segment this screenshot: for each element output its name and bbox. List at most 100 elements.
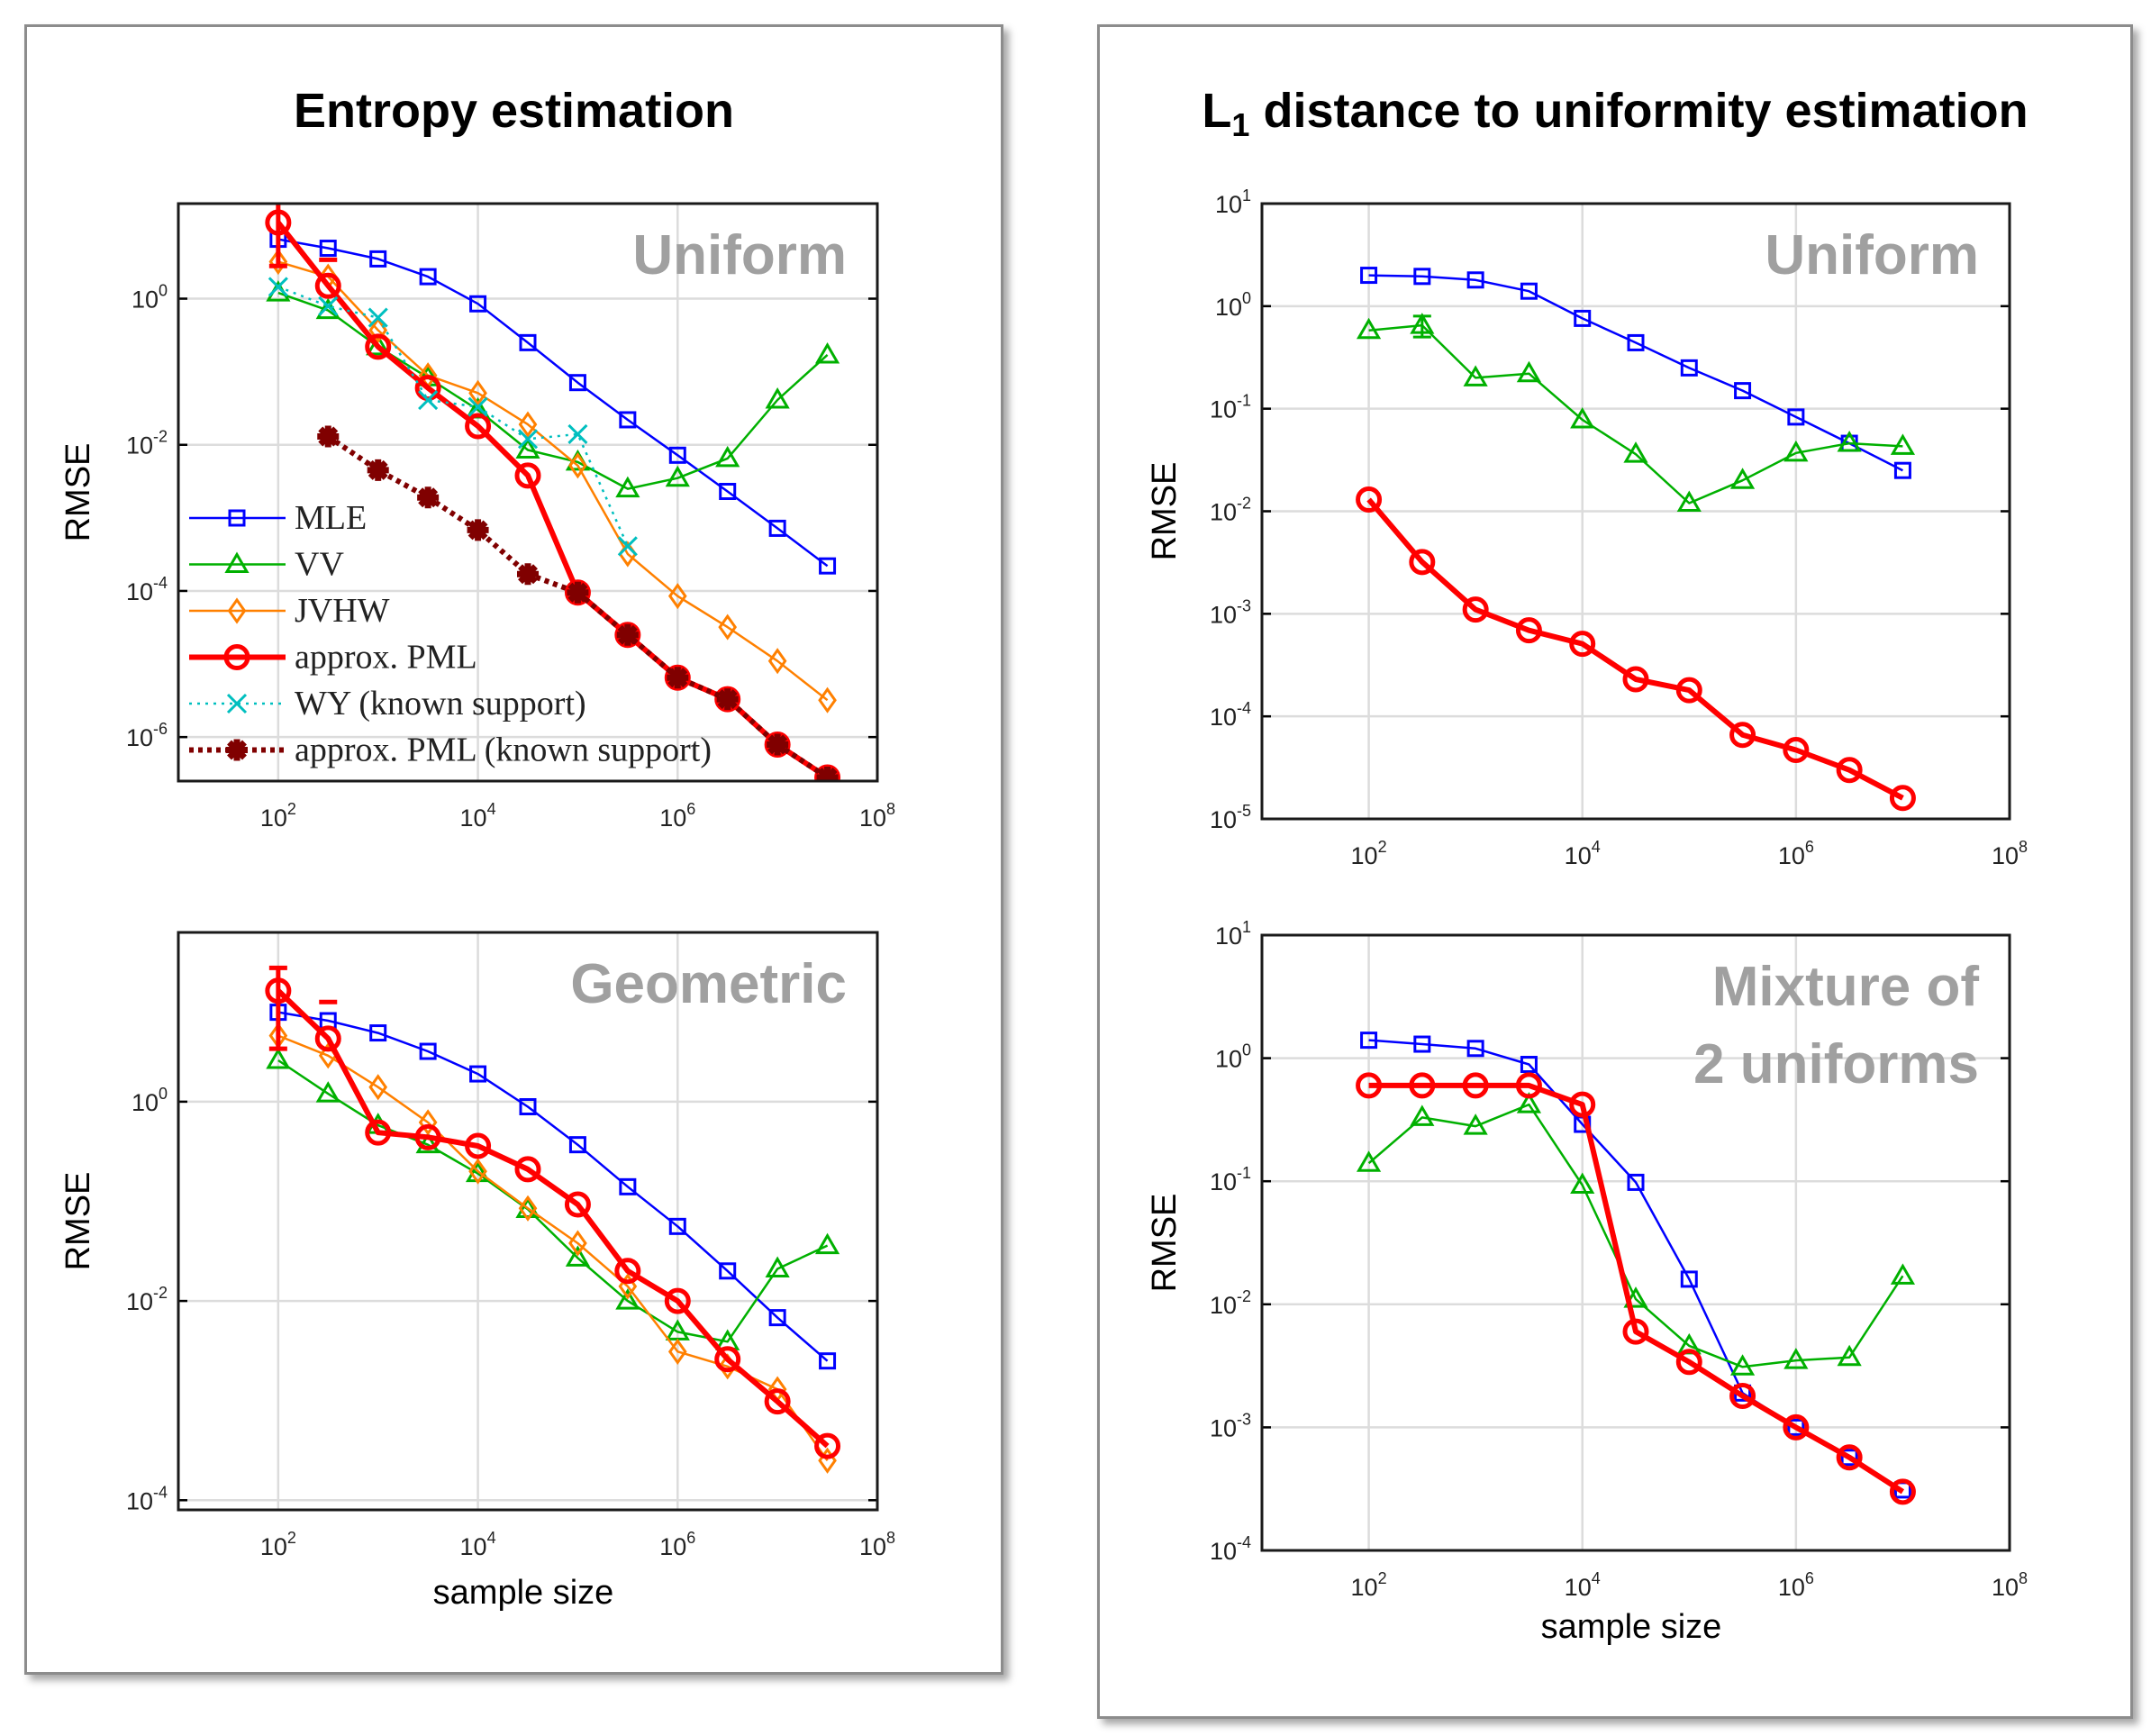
x-stroke — [226, 693, 248, 714]
series-mle — [269, 1004, 837, 1370]
asterisk-stroke — [816, 767, 839, 781]
series-line — [1367, 1103, 1904, 1368]
tick-base: 10 — [1215, 1046, 1242, 1073]
x-tick-label: 108 — [1992, 838, 2028, 869]
data-point-circle — [1462, 1072, 1489, 1099]
data-point-diamond — [418, 1109, 438, 1136]
data-point-square — [719, 483, 737, 501]
data-point-diamond — [568, 1230, 587, 1257]
data-point-diamond — [818, 686, 837, 713]
x-tick-label: 108 — [859, 1529, 895, 1560]
tick-base: 10 — [260, 804, 287, 832]
data-point-square — [1466, 271, 1484, 289]
y-tick-label: 10-2 — [126, 428, 168, 459]
tick-base: 10 — [859, 1533, 886, 1560]
data-point-square — [1787, 1418, 1805, 1436]
data-point-triangle — [1729, 1354, 1756, 1376]
series-layer — [1356, 267, 1916, 812]
x-tick-label: 106 — [1778, 1569, 1814, 1601]
asterisk-stroke — [517, 563, 539, 586]
legend-entry: MLE — [189, 499, 367, 537]
x-tick-label: 104 — [1565, 838, 1601, 869]
data-point-square — [1680, 1270, 1698, 1288]
legend-marker-asterisk — [226, 739, 248, 761]
data-point-circle — [1889, 785, 1916, 812]
series-line — [1368, 1082, 1905, 1495]
data-point-circle — [314, 272, 341, 299]
series-line — [1368, 274, 1903, 472]
data-point-square — [1627, 1173, 1645, 1191]
data-point-circle — [1729, 1383, 1756, 1410]
data-point-diamond — [568, 452, 587, 479]
plot-annotation: 2 uniforms — [1693, 1033, 1979, 1095]
data-point-x — [517, 429, 539, 450]
tick-base: 10 — [659, 804, 686, 832]
x-tick-label: 104 — [460, 800, 496, 832]
x-stroke — [418, 389, 439, 411]
data-point-x — [318, 295, 339, 316]
y-tick-label: 10-4 — [1210, 699, 1251, 731]
data-point-triangle — [1837, 431, 1862, 452]
data-point-x — [268, 277, 288, 297]
tick-exponent: 2 — [1378, 838, 1387, 856]
series-approx-pml — [265, 965, 841, 1459]
data-point-circle — [564, 1191, 591, 1218]
x-tick-label: 102 — [1351, 838, 1387, 869]
data-point-diamond — [667, 1338, 687, 1365]
data-point-diamond — [667, 583, 687, 610]
asterisk-stroke — [567, 581, 589, 604]
data-point-circle — [414, 1123, 441, 1150]
data-point-square — [1574, 309, 1592, 327]
tick-base: 10 — [1778, 842, 1805, 869]
tick-exponent: 4 — [487, 800, 496, 818]
data-point-square — [369, 1024, 387, 1042]
tick-exponent: 6 — [1805, 1569, 1814, 1587]
data-point-triangle — [1783, 440, 1809, 462]
series-approx-pml — [1356, 1072, 1916, 1505]
data-point-square — [319, 240, 337, 258]
data-point-square — [668, 446, 686, 464]
data-point-square — [1360, 1032, 1378, 1050]
y-axis-label: RMSE — [59, 443, 97, 542]
x-tick-label: 102 — [1351, 1569, 1387, 1601]
tick-exponent: -4 — [153, 1483, 168, 1501]
data-point-square — [819, 1352, 837, 1370]
data-point-triangle — [1676, 490, 1702, 512]
y-tick-label: 100 — [132, 1085, 168, 1116]
series-wy-known-support — [268, 277, 638, 557]
data-point-triangle — [615, 1288, 640, 1310]
tick-exponent: -3 — [1237, 596, 1251, 614]
data-point-triangle — [1783, 1348, 1809, 1369]
plot-annotation: Uniform — [1765, 224, 1979, 286]
series-jvhw — [268, 248, 837, 713]
data-point-triangle — [715, 445, 740, 468]
tick-exponent: 0 — [159, 282, 168, 300]
plot-area — [1262, 935, 2010, 1550]
series-vv — [1356, 313, 1916, 512]
legend-label: approx. PML (known support) — [295, 732, 712, 769]
x-stroke — [268, 277, 288, 297]
tick-base: 10 — [1210, 704, 1237, 731]
y-tick-label: 10-2 — [1210, 495, 1251, 526]
data-point-circle — [314, 1025, 341, 1052]
tick-base: 10 — [1565, 842, 1592, 869]
title-subscript: 1 — [1231, 106, 1250, 143]
title-main: L — [1202, 84, 1232, 138]
series-mle — [269, 231, 837, 575]
legend-label: approx. PML — [295, 639, 477, 677]
data-point-square — [619, 411, 637, 429]
legend-entry: JVHW — [189, 592, 390, 630]
x-stroke — [318, 295, 339, 316]
data-point-x — [617, 536, 638, 557]
tick-base: 10 — [126, 1487, 153, 1514]
y-tick-label: 10-3 — [1210, 596, 1251, 628]
data-point-circle — [1836, 757, 1863, 784]
data-point-x — [567, 423, 588, 444]
title-rest: distance to uniformity estimation — [1249, 84, 2028, 138]
plot-annotation: Mixture of — [1712, 956, 1980, 1018]
data-point-triangle — [765, 1256, 790, 1277]
asterisk-stroke — [767, 733, 789, 756]
data-point-diamond — [468, 1158, 487, 1185]
data-point-asterisk — [716, 688, 739, 711]
